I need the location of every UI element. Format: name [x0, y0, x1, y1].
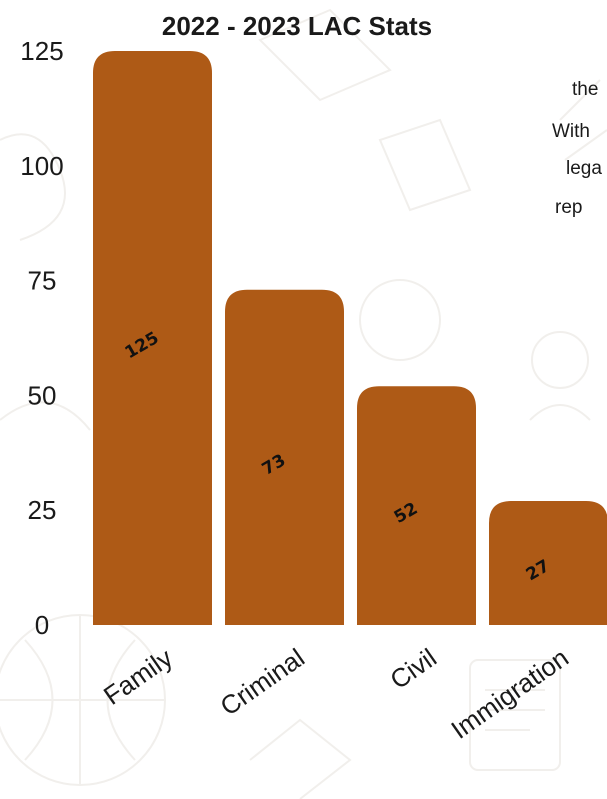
side-text-line-3: lega	[566, 158, 602, 179]
bar-immigration	[489, 501, 607, 625]
bar-criminal	[225, 289, 344, 625]
bar-family	[93, 51, 212, 625]
y-tick-label: 125	[20, 36, 63, 66]
y-tick-label: 0	[35, 610, 49, 640]
y-tick-label: 50	[28, 380, 57, 410]
x-category-label: Civil	[385, 642, 442, 695]
y-tick-label: 75	[28, 266, 57, 296]
side-text-line-2: With	[552, 121, 590, 142]
bars	[93, 51, 607, 625]
side-text-line-4: rep	[555, 197, 583, 218]
x-category-label: Family	[98, 642, 178, 710]
side-text-line-1: the	[572, 79, 599, 100]
x-axis-labels: Family Criminal Civil Immigration	[98, 642, 574, 744]
y-axis-ticks: 0 25 50 75 100 125	[20, 36, 63, 640]
y-tick-label: 100	[20, 151, 63, 181]
x-category-label: Criminal	[215, 642, 310, 721]
bar-civil	[357, 386, 476, 625]
y-tick-label: 25	[28, 495, 57, 525]
chart-title: 2022 - 2023 LAC Stats	[162, 11, 432, 41]
x-category-label: Immigration	[445, 642, 573, 744]
